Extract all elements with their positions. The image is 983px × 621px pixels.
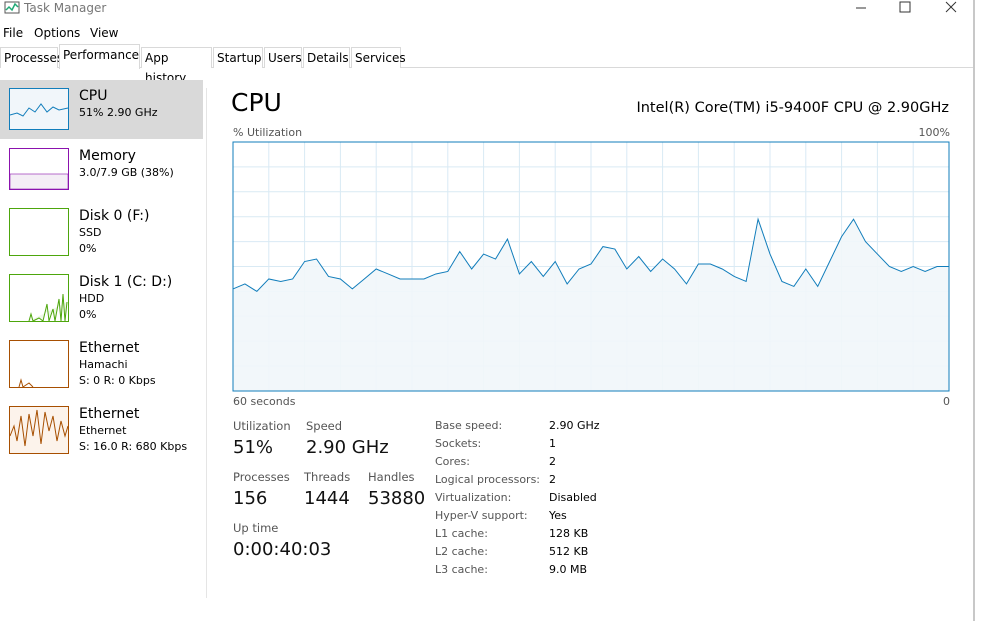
spec-value: 2 <box>549 455 556 468</box>
stat-value: 1444 <box>304 488 350 509</box>
graph-x-right: 0 <box>943 395 950 408</box>
stat-label: Threads <box>304 470 351 484</box>
graph-border <box>232 141 950 392</box>
stat-label: Processes <box>233 470 290 484</box>
ethernet1-thumb <box>9 340 69 388</box>
window-edge <box>973 0 975 621</box>
stat-value: 0:00:40:03 <box>233 539 332 560</box>
tab[interactable]: Details <box>303 47 350 68</box>
spec-value: Disabled <box>549 491 597 504</box>
sidebar-item-line1: SSD <box>79 226 102 239</box>
tab[interactable]: Processes <box>0 47 63 68</box>
disk0-thumb <box>9 208 69 256</box>
tab[interactable]: Startup <box>213 47 263 68</box>
cpu-thumb <box>9 88 69 130</box>
sidebar-item-name[interactable]: CPU <box>79 88 108 104</box>
spec-label: L1 cache: <box>435 527 488 540</box>
tab[interactable]: Services <box>351 47 406 68</box>
stat-label: Up time <box>233 521 279 535</box>
tab[interactable]: App history <box>141 47 212 85</box>
cpu-area <box>233 219 949 391</box>
sidebar-item-line2: S: 0 R: 0 Kbps <box>79 374 156 387</box>
sidebar-item-name[interactable]: Memory <box>79 148 136 164</box>
spec-value: 2.90 GHz <box>549 419 600 432</box>
menu-options[interactable]: Options <box>34 26 81 40</box>
sidebar-item-line2: 0% <box>79 242 97 255</box>
sidebar-item-name[interactable]: Disk 1 (C: D:) <box>79 274 173 290</box>
spec-label: Hyper-V support: <box>435 509 528 522</box>
spec-label: L2 cache: <box>435 545 488 558</box>
sidebar-item-name[interactable]: Disk 0 (F:) <box>79 208 150 224</box>
spec-value: Yes <box>549 509 567 522</box>
sidebar-divider <box>206 88 207 598</box>
sidebar-item-line1: 51% 2.90 GHz <box>79 106 158 119</box>
stat-label: Handles <box>368 470 415 484</box>
sidebar-item-line2: S: 16.0 R: 680 Kbps <box>79 440 188 453</box>
ethernet2-thumb <box>9 406 69 454</box>
window-title: Task Manager <box>24 1 107 15</box>
spec-value: 512 KB <box>549 545 589 558</box>
sidebar-item-line2: 0% <box>79 308 97 321</box>
graph-y-max: 100% <box>918 126 950 139</box>
spec-label: L3 cache: <box>435 563 488 576</box>
spec-label: Cores: <box>435 455 470 468</box>
stat-value: 2.90 GHz <box>306 437 389 458</box>
sidebar-item-line1: 3.0/7.9 GB (38%) <box>79 166 174 179</box>
sidebar-item-line1: Ethernet <box>79 424 127 437</box>
stat-value: 51% <box>233 437 274 458</box>
tab-line <box>0 67 973 68</box>
menu-view[interactable]: View <box>90 26 119 40</box>
spec-label: Logical processors: <box>435 473 541 486</box>
stat-label: Speed <box>306 419 343 433</box>
sidebar-item-line1: HDD <box>79 292 105 305</box>
spec-value: 128 KB <box>549 527 589 540</box>
tab[interactable]: Users <box>264 47 302 68</box>
cpu-graph <box>232 141 950 392</box>
spec-value: 9.0 MB <box>549 563 588 576</box>
stat-label: Utilization <box>233 419 291 433</box>
sidebar-item-name[interactable]: Ethernet <box>79 340 140 356</box>
memory-thumb <box>9 148 69 190</box>
window-controls[interactable] <box>850 0 970 16</box>
app-icon <box>4 1 20 14</box>
stat-value: 53880 <box>368 488 426 509</box>
spec-value: 1 <box>549 437 556 450</box>
spec-label: Virtualization: <box>435 491 512 504</box>
stat-value: 156 <box>233 488 268 509</box>
spec-label: Sockets: <box>435 437 482 450</box>
page-title: CPU <box>231 88 282 117</box>
graph-x-left: 60 seconds <box>233 395 296 408</box>
disk1-thumb <box>9 274 69 322</box>
sidebar-item-name[interactable]: Ethernet <box>79 406 140 422</box>
sidebar-item-line1: Hamachi <box>79 358 128 371</box>
cpu-line <box>232 217 949 293</box>
spec-value: 2 <box>549 473 556 486</box>
tab[interactable]: Performance <box>59 44 140 69</box>
processor-name: Intel(R) Core(TM) i5-9400F CPU @ 2.90GHz <box>636 100 949 116</box>
graph-y-label: % Utilization <box>233 126 303 139</box>
menu-file[interactable]: File <box>3 26 24 40</box>
spec-label: Base speed: <box>435 419 503 432</box>
